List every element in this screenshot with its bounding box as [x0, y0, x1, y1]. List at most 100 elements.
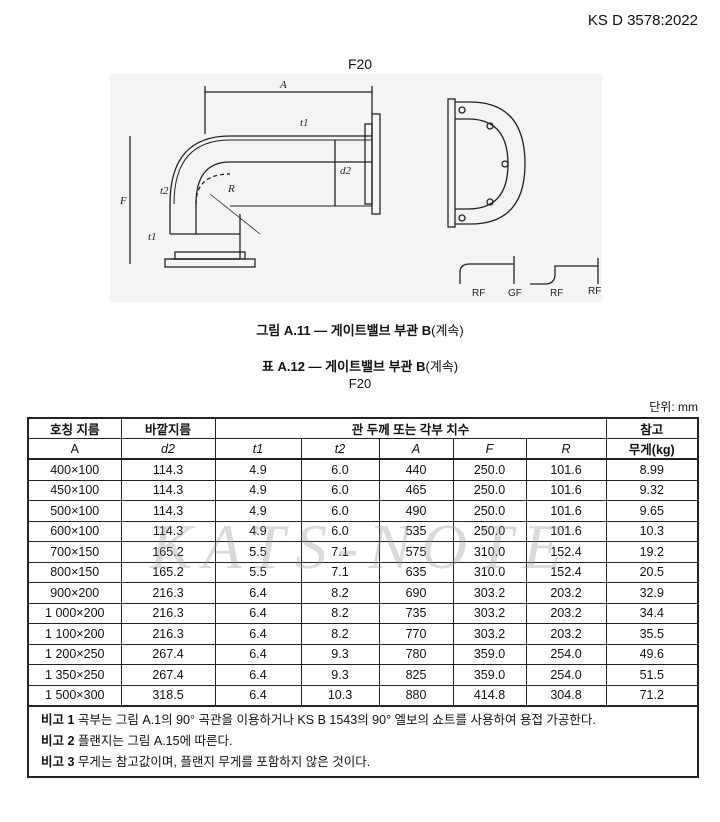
table-cell: 414.8 — [452, 684, 527, 707]
table-cell: 400×100 — [27, 458, 122, 481]
dim-label-d2: d2 — [340, 165, 352, 177]
dim-label-t1-left: t1 — [148, 231, 157, 243]
table-cell: 20.5 — [605, 561, 699, 583]
table-cell: 735 — [378, 602, 454, 624]
table-cell: 165.2 — [120, 561, 216, 583]
table-cell: 250.0 — [452, 479, 527, 501]
header-outer: 바깥지름 — [120, 417, 216, 439]
table-cell: 152.4 — [525, 561, 607, 583]
table-cell: 254.0 — [525, 643, 607, 665]
table-cell: 450×100 — [27, 479, 122, 501]
header-nominal-unit: A — [27, 438, 122, 460]
header-nominal: 호칭 지름 — [27, 417, 122, 439]
header-r: R — [525, 438, 607, 460]
table-cell: 700×150 — [27, 541, 122, 563]
table-cell: 165.2 — [120, 541, 216, 563]
table-cell: 6.0 — [300, 520, 380, 542]
table-cell: 101.6 — [525, 479, 607, 501]
table-cell: 114.3 — [120, 479, 216, 501]
header-dims: 관 두께 또는 각부 치수 — [214, 417, 607, 439]
note-3: 비고 3 무게는 참고값이며, 플랜지 무게를 포함하지 않은 것이다. — [41, 755, 371, 769]
header-t1: t1 — [214, 438, 302, 460]
table-cell: 6.4 — [214, 602, 302, 624]
table-cell: 770 — [378, 623, 454, 645]
table-cell: 101.6 — [525, 500, 607, 522]
table-row: 800×150 165.2 5.5 7.1 635 310.0 152.4 20.5 — [27, 561, 699, 583]
table-cell: 6.4 — [214, 684, 302, 707]
notes: 비고 1 곡부는 그림 A.1의 90° 곡관을 이용하거나 KS B 1543… — [27, 705, 699, 778]
table-cell: 825 — [378, 664, 454, 686]
table-cell: 203.2 — [525, 602, 607, 624]
table-cell: 152.4 — [525, 541, 607, 563]
table-row: 1 200×250 267.4 6.4 9.3 780 359.0 254.0 49.6 — [27, 643, 699, 665]
table-cell: 780 — [378, 643, 454, 665]
table-cell: 254.0 — [525, 664, 607, 686]
table-cell: 880 — [378, 684, 454, 707]
table-cell: 535 — [378, 520, 454, 542]
table-cell: 600×100 — [27, 520, 122, 542]
table-cell: 6.4 — [214, 664, 302, 686]
table-cell: 4.9 — [214, 500, 302, 522]
table-cell: 359.0 — [452, 664, 527, 686]
table-cell: 6.0 — [300, 458, 380, 481]
table-cell: 114.3 — [120, 520, 216, 542]
table-cell: 1 350×250 — [27, 664, 122, 686]
label-rf: RF — [472, 288, 485, 299]
table-cell: 101.6 — [525, 520, 607, 542]
label-rf-2: RF — [550, 288, 563, 299]
table-cell: 9.3 — [300, 643, 380, 665]
dimension-table: 호칭 지름 바깥지름 관 두께 또는 각부 치수 참고 A d2 t1 t2 A… — [27, 417, 699, 778]
table-cell: 10.3 — [605, 520, 699, 542]
table-cell: 303.2 — [452, 602, 527, 624]
table-cell: 9.3 — [300, 664, 380, 686]
table-cell: 216.3 — [120, 602, 216, 624]
table-cell: 203.2 — [525, 582, 607, 604]
table-cell: 5.5 — [214, 561, 302, 583]
table-cell: 51.5 — [605, 664, 699, 686]
header-f: F — [452, 438, 527, 460]
table-cell: 6.4 — [214, 643, 302, 665]
table-row: 500×100 114.3 4.9 6.0 490 250.0 101.6 9.65 — [27, 500, 699, 522]
table-cell: 250.0 — [452, 520, 527, 542]
unit-label: 단위: mm — [649, 400, 698, 414]
table-cell: 216.3 — [120, 582, 216, 604]
table-cell: 71.2 — [605, 684, 699, 707]
table-cell: 250.0 — [452, 500, 527, 522]
table-cell: 318.5 — [120, 684, 216, 707]
table-cell: 304.8 — [525, 684, 607, 707]
table-cell: 4.9 — [214, 479, 302, 501]
label-rf-3: RF — [588, 286, 601, 297]
table-cell: 267.4 — [120, 643, 216, 665]
table-cell: 303.2 — [452, 582, 527, 604]
header-t2: t2 — [300, 438, 380, 460]
table-cell: 32.9 — [605, 582, 699, 604]
table-cell: 10.3 — [300, 684, 380, 707]
table-cell: 440 — [378, 458, 454, 481]
table-cell: 49.6 — [605, 643, 699, 665]
table-row: 700×150 165.2 5.5 7.1 575 310.0 152.4 19.2 — [27, 541, 699, 563]
table-cell: 1 500×300 — [27, 684, 122, 707]
table-cell: 6.0 — [300, 479, 380, 501]
figure-label: F20 — [347, 56, 373, 72]
table-subtitle: F20 — [348, 376, 372, 391]
table-cell: 267.4 — [120, 664, 216, 686]
table-cell: 465 — [378, 479, 454, 501]
table-cell: 6.4 — [214, 582, 302, 604]
table-cell: 8.2 — [300, 623, 380, 645]
table-row: 1 350×250 267.4 6.4 9.3 825 359.0 254.0 51.5 — [27, 664, 699, 686]
table-cell: 9.32 — [605, 479, 699, 501]
header-weight: 무게(kg) — [605, 438, 699, 460]
table-row: 450×100 114.3 4.9 6.0 465 250.0 101.6 9.32 — [27, 479, 699, 501]
dim-label-r: R — [227, 183, 235, 195]
table-cell: 101.6 — [525, 458, 607, 481]
table-cell: 114.3 — [120, 458, 216, 481]
table-row: 400×100 114.3 4.9 6.0 440 250.0 101.6 8.99 — [27, 458, 699, 481]
table-cell: 216.3 — [120, 623, 216, 645]
table-cell: 7.1 — [300, 541, 380, 563]
note-2: 비고 2 플랜지는 그림 A.15에 따른다. — [41, 734, 233, 748]
table-cell: 19.2 — [605, 541, 699, 563]
table-cell: 690 — [378, 582, 454, 604]
table-cell: 800×150 — [27, 561, 122, 583]
table-cell: 490 — [378, 500, 454, 522]
